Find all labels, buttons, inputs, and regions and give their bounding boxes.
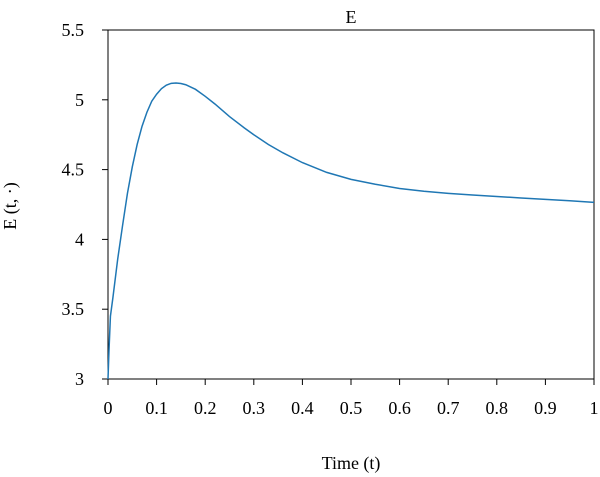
x-tick-label: 0.2 — [194, 398, 217, 418]
x-axis: 0 0.1 0.2 0.3 0.4 0.5 0.6 0.7 0.8 0.9 1 — [104, 379, 599, 418]
y-axis-label: E (t, ·) — [0, 182, 21, 229]
x-tick-label: 0.7 — [437, 398, 460, 418]
x-tick-label: 0.5 — [340, 398, 363, 418]
y-tick-label: 3 — [75, 369, 84, 389]
x-tick-label: 1 — [590, 398, 599, 418]
y-tick-label: 5 — [75, 90, 84, 110]
plot-area-frame — [107, 29, 595, 380]
x-tick-label: 0.6 — [388, 398, 411, 418]
x-tick-label: 0.1 — [145, 398, 168, 418]
x-tick-label: 0.4 — [291, 398, 314, 418]
y-tick-label: 3.5 — [62, 299, 85, 319]
x-tick-label: 0.8 — [486, 398, 509, 418]
chart-title: E — [346, 7, 357, 27]
series-line — [107, 82, 595, 380]
y-axis: 3 3.5 4 4.5 5 5.5 — [62, 20, 108, 389]
x-tick-label: 0.3 — [243, 398, 266, 418]
y-tick-label: 5.5 — [62, 20, 85, 40]
x-tick-label: 0.9 — [534, 398, 557, 418]
y-tick-label: 4 — [75, 229, 84, 249]
x-tick-label: 0 — [104, 398, 113, 418]
x-axis-label: Time (t) — [322, 453, 381, 474]
y-tick-label: 4.5 — [62, 160, 85, 180]
